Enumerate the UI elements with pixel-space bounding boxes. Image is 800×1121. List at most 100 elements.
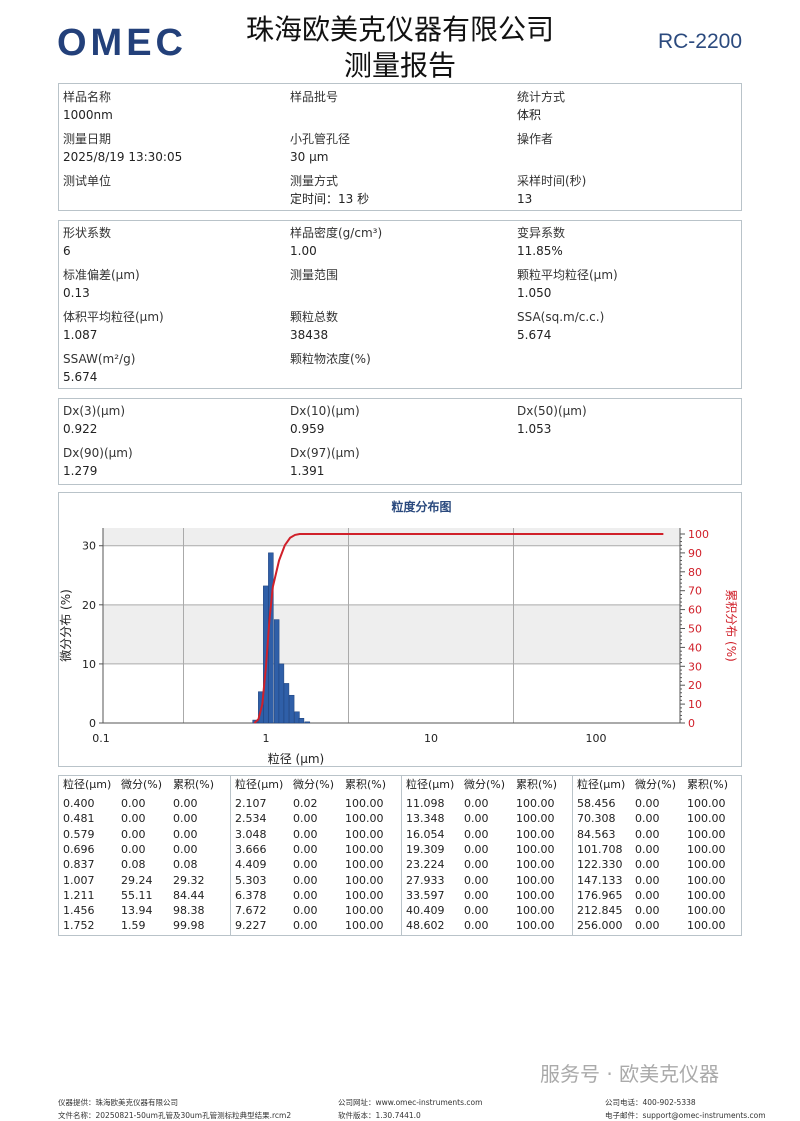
table-cell: 0.481 [63,812,95,826]
table-header: 微分(%) [293,778,335,791]
table-cell: 147.133 [577,873,623,887]
field-value: 0.13 [63,286,90,300]
footer-provider: 仪器提供：珠海欧美克仪器有限公司 [58,1098,178,1107]
table-cell: 0.00 [293,919,318,933]
info-field: Dx(90)(µm) 1.279 [63,444,133,480]
table-cell: 256.000 [577,919,623,933]
table-cell: 0.00 [173,797,198,810]
table-cell: 0.00 [464,873,489,887]
y-tick-label: 10 [82,658,96,671]
table-cell: 0.00 [464,827,489,841]
table-header: 粒径(µm) [63,778,112,791]
table-cell: 100.00 [345,842,384,856]
table-cell: 100.00 [687,888,726,902]
y2-tick-label: 20 [688,679,702,692]
table-cell: 0.00 [293,812,318,826]
table-cell: 0.696 [63,842,95,856]
info-field: 操作者 [517,130,553,166]
y2-tick-label: 0 [688,717,695,730]
table-header: 微分(%) [121,778,163,791]
y-tick-label: 0 [89,717,96,730]
table-cell: 0.00 [635,873,660,887]
y2-tick-label: 60 [688,604,702,617]
y2-tick-label: 10 [688,698,702,711]
table-header: 粒径(µm) [235,778,284,791]
table-cell: 1.007 [63,873,95,887]
watermark: 服务号 · 欧美克仪器 [540,1062,720,1086]
field-label: 颗粒物浓度(%) [290,352,371,366]
field-value: 2025/8/19 13:30:05 [63,150,183,164]
table-group: 粒径(µm) 微分(%) 累积(%) 2.107 0.02 100.00 2.534 0.00… [230,776,402,935]
table-cell: 100.00 [345,827,384,841]
info-field: 测试单位 [63,172,111,208]
table-cell: 100.00 [516,904,555,918]
table-cell: 4.409 [235,858,267,872]
table-cell: 0.00 [121,827,146,841]
field-value: 5.674 [63,370,98,384]
table-cell: 9.227 [235,919,267,933]
table-cell: 58.456 [577,797,616,810]
footer-filename: 文件名称：20250821-50um孔管及30um孔管测标粒典型结果.rcm2 [58,1111,292,1120]
table-cell: 48.602 [406,919,445,933]
x-tick-label: 0.1 [92,732,110,745]
table-cell: 100.00 [516,858,555,872]
table-cell: 23.224 [406,858,445,872]
field-label: Dx(97)(µm) [290,446,360,460]
table-cell: 0.837 [63,858,95,872]
field-label: 体积平均粒径(µm) [63,310,164,324]
info-field: SSAW(m²/g) 5.674 [63,350,135,386]
table-cell: 13.348 [406,812,445,826]
table-cell: 84.44 [173,888,205,902]
instrument-model: RC-2200 [657,30,742,53]
table-cell: 0.02 [293,797,318,810]
table-cell: 0.00 [464,858,489,872]
field-value [63,190,111,208]
report-title: 测量报告 [343,49,456,82]
table-cell: 100.00 [516,812,555,826]
table-cell: 13.94 [121,904,153,918]
info-field: Dx(3)(µm) 0.922 [63,402,125,438]
info-field: 样品名称 1000nm [63,88,113,124]
y2-tick-label: 30 [688,660,702,673]
table-cell: 70.308 [577,812,616,826]
sample-info-section: 样品名称 1000nm 样品批号 统计方式 体积 测量日期 2025/8/19 13:30… [58,83,742,211]
histogram-bar [288,694,295,724]
y-axis-label: 微分分布 (%) [59,589,73,662]
table-cell: 1.211 [63,888,95,902]
field-value: 体积 [517,108,542,122]
table-cell: 101.708 [577,842,623,856]
table-cell: 0.00 [293,858,318,872]
table-cell: 0.00 [293,842,318,856]
field-label: 形状系数 [63,226,112,240]
field-label: Dx(3)(µm) [63,404,126,418]
field-value [290,106,338,124]
table-cell: 0.00 [464,797,489,810]
table-cell: 0.579 [63,827,95,841]
table-cell: 29.32 [173,873,205,887]
field-value: 38438 [290,328,329,342]
field-value: 1.391 [290,464,325,478]
table-header: 累积(%) [345,778,387,791]
table-cell: 0.00 [635,904,660,918]
table-header: 粒径(µm) [406,778,455,791]
table-cell: 0.00 [635,858,660,872]
field-value: 11.85% [517,244,563,258]
table-cell: 0.00 [464,904,489,918]
table-cell: 0.00 [464,842,489,856]
field-value: 30 µm [290,150,329,164]
table-cell: 0.08 [173,858,198,872]
field-label: 测量范围 [290,268,339,282]
table-header: 累积(%) [516,778,558,791]
table-cell: 7.672 [235,904,267,918]
table-cell: 122.330 [577,858,623,872]
y-tick-label: 20 [82,599,96,612]
table-cell: 33.597 [406,888,445,902]
info-field: 颗粒总数 38438 [290,308,338,344]
results-section: 形状系数 6 样品密度(g/cm³) 1.00 变异系数 11.85% 标准偏差(µm) 0.… [58,220,742,389]
field-label: 样品密度(g/cm³) [290,226,383,240]
x-tick-label: 100 [586,732,607,745]
field-value: 1.087 [63,328,98,342]
table-cell: 3.666 [235,842,267,856]
x-tick-label: 1 [263,732,270,745]
table-cell: 0.00 [635,812,660,826]
